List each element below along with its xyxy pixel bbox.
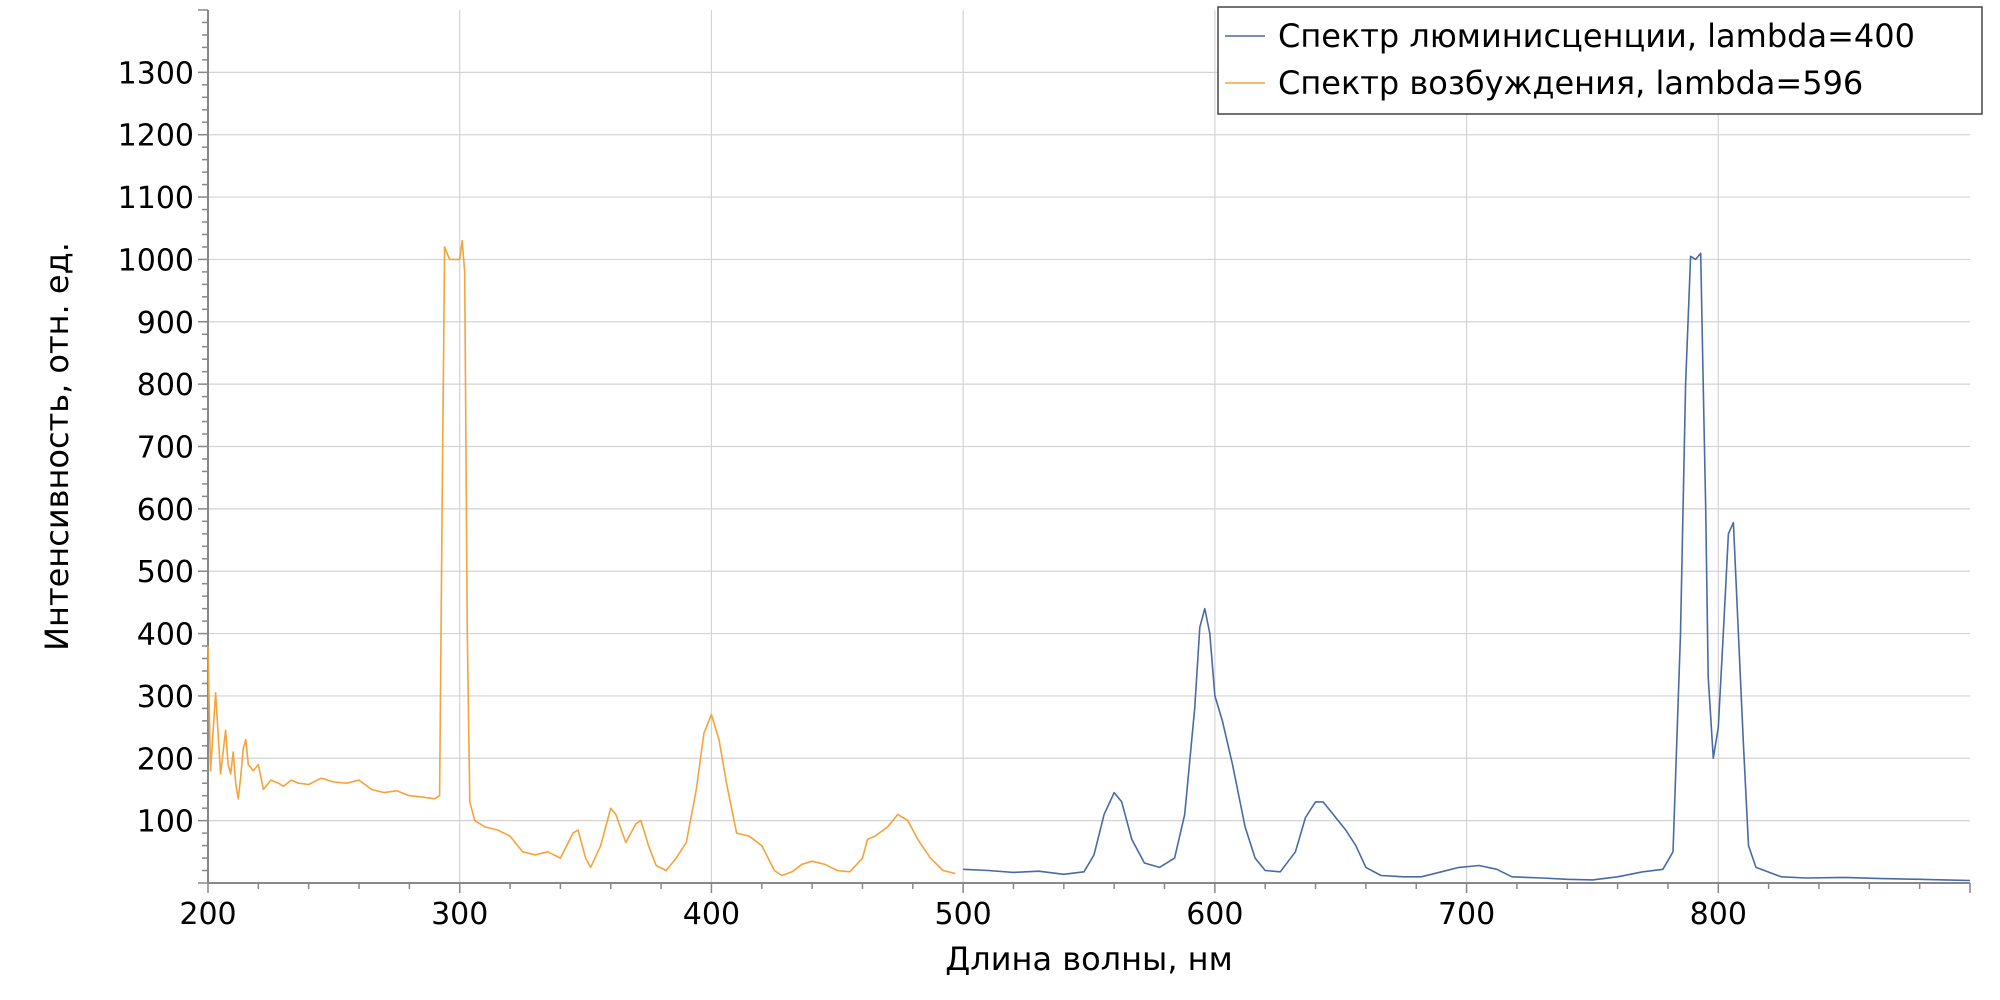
series-line-excitation: [207, 239, 956, 877]
x-tick-label: 800: [1690, 897, 1747, 932]
legend-entry-luminescence: Спектр люминисценции, lambda=400: [1278, 17, 1915, 55]
tick-labels: 200 300 400 500 600 700 800 100 200 300 400 500 600 7…: [118, 56, 1747, 932]
x-axis-title: Длина волны, нм: [945, 940, 1232, 978]
y-tick-label: 300: [137, 680, 194, 715]
y-tick-label: 1200: [118, 119, 194, 154]
legend-box: [1217, 6, 1983, 115]
x-tick-label: 300: [431, 897, 488, 932]
y-tick-label: 700: [137, 431, 194, 466]
y-tick-label: 900: [137, 306, 194, 341]
legend: Спектр люминисценции, lambda=400 Спектр …: [1217, 6, 1983, 115]
axes: [198, 9, 1971, 893]
y-tick-label: 400: [137, 618, 194, 653]
y-tick-label: 1100: [118, 181, 194, 216]
series-line-luminescence: [963, 252, 1971, 882]
y-tick-label: 800: [137, 368, 194, 403]
y-axis-title: Интенсивность, отн. ед.: [38, 242, 76, 651]
y-tick-label: 100: [137, 805, 194, 840]
y-tick-label: 600: [137, 493, 194, 528]
series-lines: [207, 239, 1971, 882]
y-tick-label: 1300: [118, 56, 194, 91]
x-tick-label: 200: [179, 897, 236, 932]
x-tick-label: 600: [1186, 897, 1243, 932]
x-tick-label: 700: [1438, 897, 1495, 932]
legend-entry-excitation: Спектр возбуждения, lambda=596: [1278, 64, 1863, 102]
y-tick-label: 500: [137, 555, 194, 590]
y-tick-label: 1000: [118, 243, 194, 278]
x-tick-label: 500: [935, 897, 992, 932]
grid: [208, 10, 1970, 883]
x-tick-label: 400: [683, 897, 740, 932]
y-tick-label: 200: [137, 742, 194, 777]
